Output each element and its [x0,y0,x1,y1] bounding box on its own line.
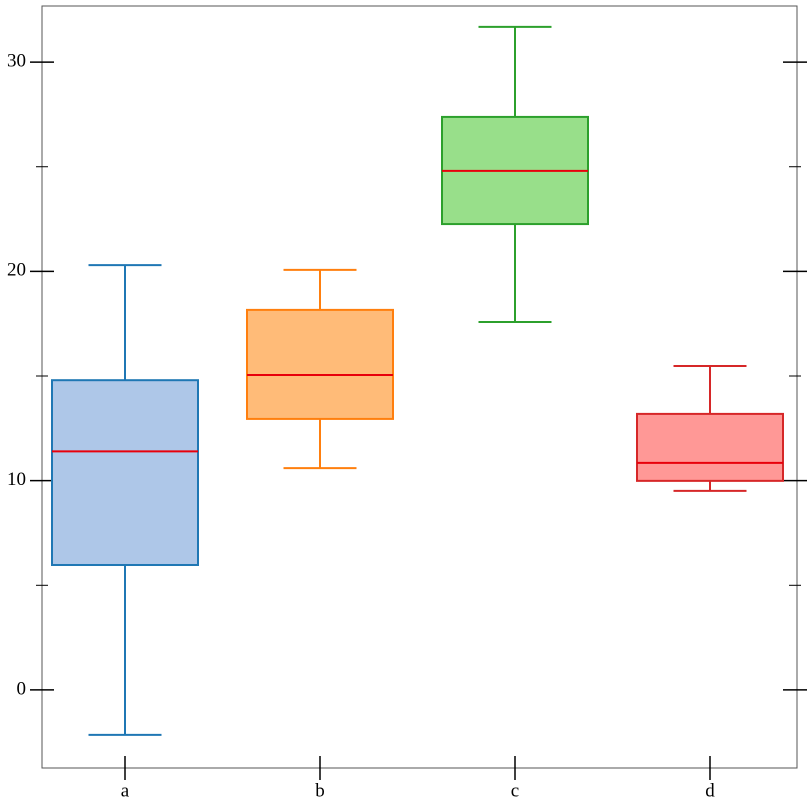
y-tick-label: 30 [7,50,26,71]
box [51,379,199,566]
x-tick-label: d [705,780,715,801]
x-tick-label: b [315,780,325,801]
y-tick-label: 20 [7,260,26,281]
plot-frame [41,5,798,769]
box [246,308,394,420]
x-tick-label: c [511,780,519,801]
y-tick-label: 10 [7,469,26,490]
x-tick-label: a [121,780,130,801]
y-tick-label: 0 [17,678,27,699]
box [636,412,784,482]
